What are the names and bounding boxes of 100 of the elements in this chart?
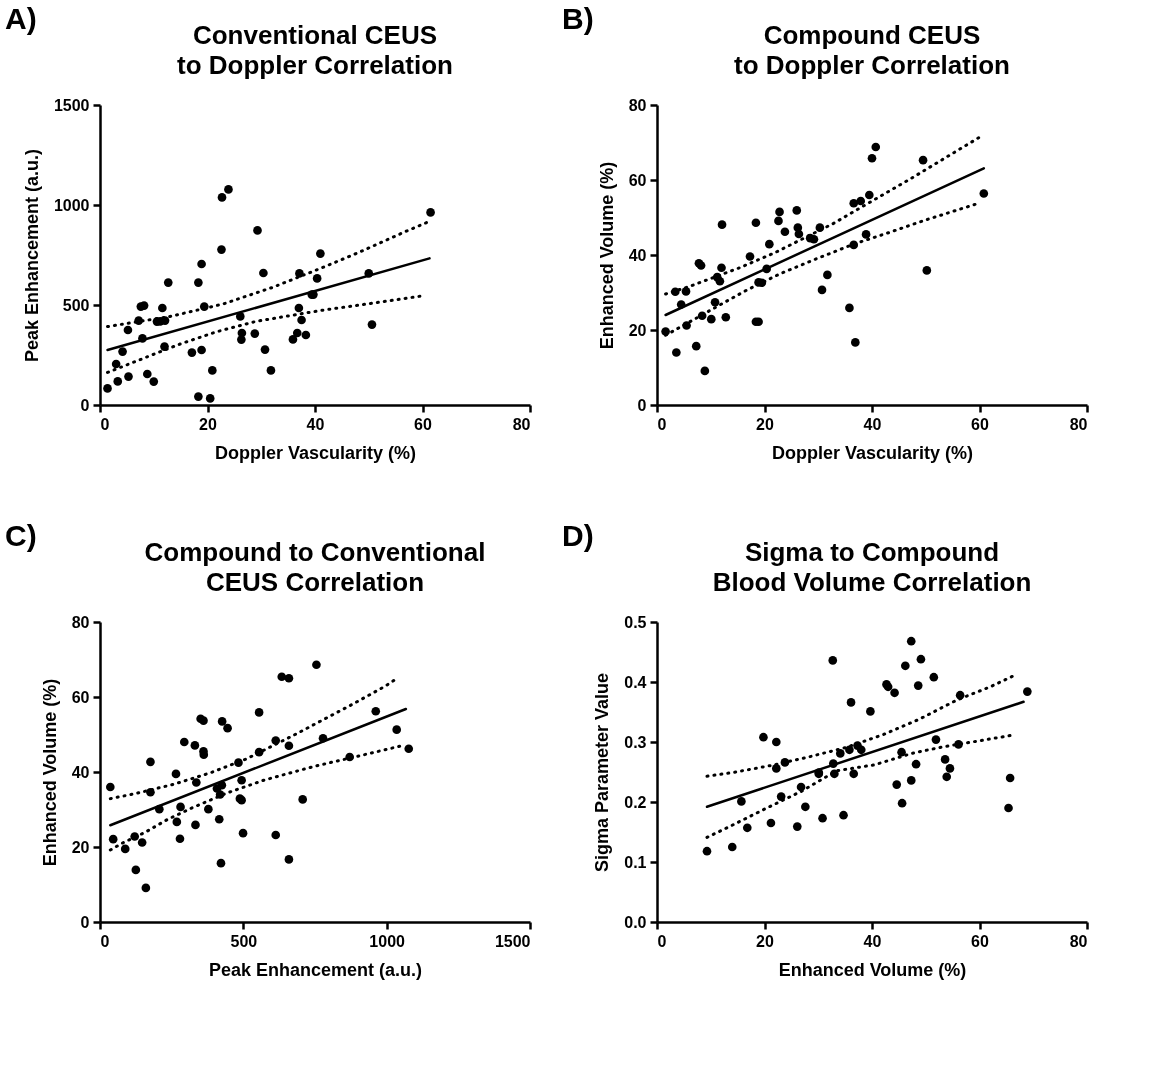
y-tick-label: 80 bbox=[71, 613, 90, 631]
point bbox=[979, 189, 989, 198]
point bbox=[142, 369, 152, 379]
point bbox=[828, 656, 838, 665]
point bbox=[890, 688, 899, 698]
point bbox=[830, 769, 839, 779]
point bbox=[706, 314, 716, 324]
y-tick-label: 1000 bbox=[53, 196, 90, 214]
point bbox=[931, 735, 941, 744]
line-series bbox=[108, 744, 404, 852]
point bbox=[217, 193, 227, 202]
x-tick-label: 500 bbox=[230, 932, 258, 950]
point bbox=[809, 234, 819, 244]
point bbox=[672, 348, 681, 357]
point bbox=[845, 745, 854, 755]
y-tick-label: 20 bbox=[71, 838, 90, 856]
point bbox=[297, 315, 306, 325]
x-tick-label: 0 bbox=[100, 932, 110, 950]
point bbox=[892, 780, 902, 789]
chart-title: Compound to Conventional CEUS Correlation bbox=[144, 537, 486, 597]
point bbox=[762, 264, 771, 274]
x-tick-label: 80 bbox=[1069, 932, 1088, 950]
x-tick-label: 0 bbox=[657, 415, 667, 433]
point bbox=[253, 226, 262, 235]
point bbox=[194, 392, 203, 401]
line-series bbox=[705, 673, 1016, 778]
chart-title: Sigma to Compound Blood Volume Correlation bbox=[712, 537, 1032, 597]
point bbox=[163, 278, 173, 287]
point bbox=[292, 328, 302, 338]
y-tick-label: 0.0 bbox=[624, 913, 647, 931]
point bbox=[682, 321, 691, 330]
point bbox=[864, 190, 874, 200]
point bbox=[700, 366, 710, 376]
point bbox=[897, 747, 906, 757]
point bbox=[124, 372, 133, 381]
point bbox=[765, 239, 774, 249]
point bbox=[737, 797, 746, 806]
point bbox=[364, 269, 374, 278]
point bbox=[929, 672, 939, 682]
point bbox=[111, 359, 121, 369]
point bbox=[259, 268, 268, 278]
point bbox=[835, 749, 845, 758]
point bbox=[367, 320, 377, 329]
point bbox=[918, 155, 928, 165]
point bbox=[294, 303, 304, 313]
x-tick-label: 0 bbox=[100, 415, 110, 433]
y-tick-label: 40 bbox=[628, 246, 647, 264]
point bbox=[217, 245, 226, 254]
point bbox=[780, 758, 790, 767]
point bbox=[940, 755, 950, 764]
y-tick-label: 60 bbox=[71, 688, 90, 706]
x-tick-label: 1000 bbox=[369, 932, 406, 950]
point bbox=[871, 142, 881, 152]
point bbox=[727, 842, 737, 852]
y-axis-title: Peak Enhancement (a.u.) bbox=[21, 148, 42, 363]
y-axis-title: Enhanced Volume (%) bbox=[596, 161, 617, 350]
x-axis-title: Enhanced Volume (%) bbox=[778, 959, 967, 980]
point bbox=[861, 230, 871, 239]
point bbox=[260, 345, 270, 354]
y-tick-label: 80 bbox=[628, 96, 647, 114]
point bbox=[426, 208, 435, 217]
x-tick-label: 20 bbox=[199, 415, 217, 433]
point bbox=[911, 759, 921, 769]
point bbox=[194, 278, 203, 287]
point bbox=[906, 776, 916, 785]
point bbox=[158, 303, 167, 313]
point bbox=[187, 348, 197, 357]
text: A) bbox=[5, 2, 37, 35]
point bbox=[123, 325, 133, 335]
point bbox=[199, 302, 209, 311]
point bbox=[906, 636, 916, 646]
point bbox=[897, 798, 907, 808]
x-tick-label: 80 bbox=[1069, 415, 1088, 433]
point bbox=[856, 745, 866, 755]
point bbox=[691, 341, 701, 351]
point bbox=[794, 229, 804, 239]
point bbox=[954, 740, 963, 749]
point bbox=[851, 338, 860, 347]
point bbox=[288, 335, 298, 344]
point bbox=[1005, 773, 1015, 783]
point bbox=[849, 240, 859, 250]
x-tick-label: 40 bbox=[863, 932, 882, 950]
point bbox=[1004, 803, 1013, 813]
point bbox=[316, 249, 325, 258]
point bbox=[197, 259, 206, 269]
point bbox=[780, 227, 790, 237]
text: B) bbox=[562, 2, 594, 35]
point bbox=[942, 772, 952, 782]
point bbox=[312, 274, 322, 283]
point bbox=[815, 223, 825, 232]
y-tick-label: 1500 bbox=[53, 96, 90, 114]
point bbox=[867, 153, 877, 163]
point bbox=[759, 732, 768, 742]
point bbox=[134, 316, 144, 325]
y-tick-label: 0 bbox=[80, 396, 90, 414]
y-tick-label: 0 bbox=[80, 913, 90, 931]
point bbox=[818, 813, 827, 823]
x-tick-label: 0 bbox=[657, 932, 667, 950]
text: C) bbox=[5, 519, 37, 552]
y-tick-label: 500 bbox=[62, 296, 90, 314]
